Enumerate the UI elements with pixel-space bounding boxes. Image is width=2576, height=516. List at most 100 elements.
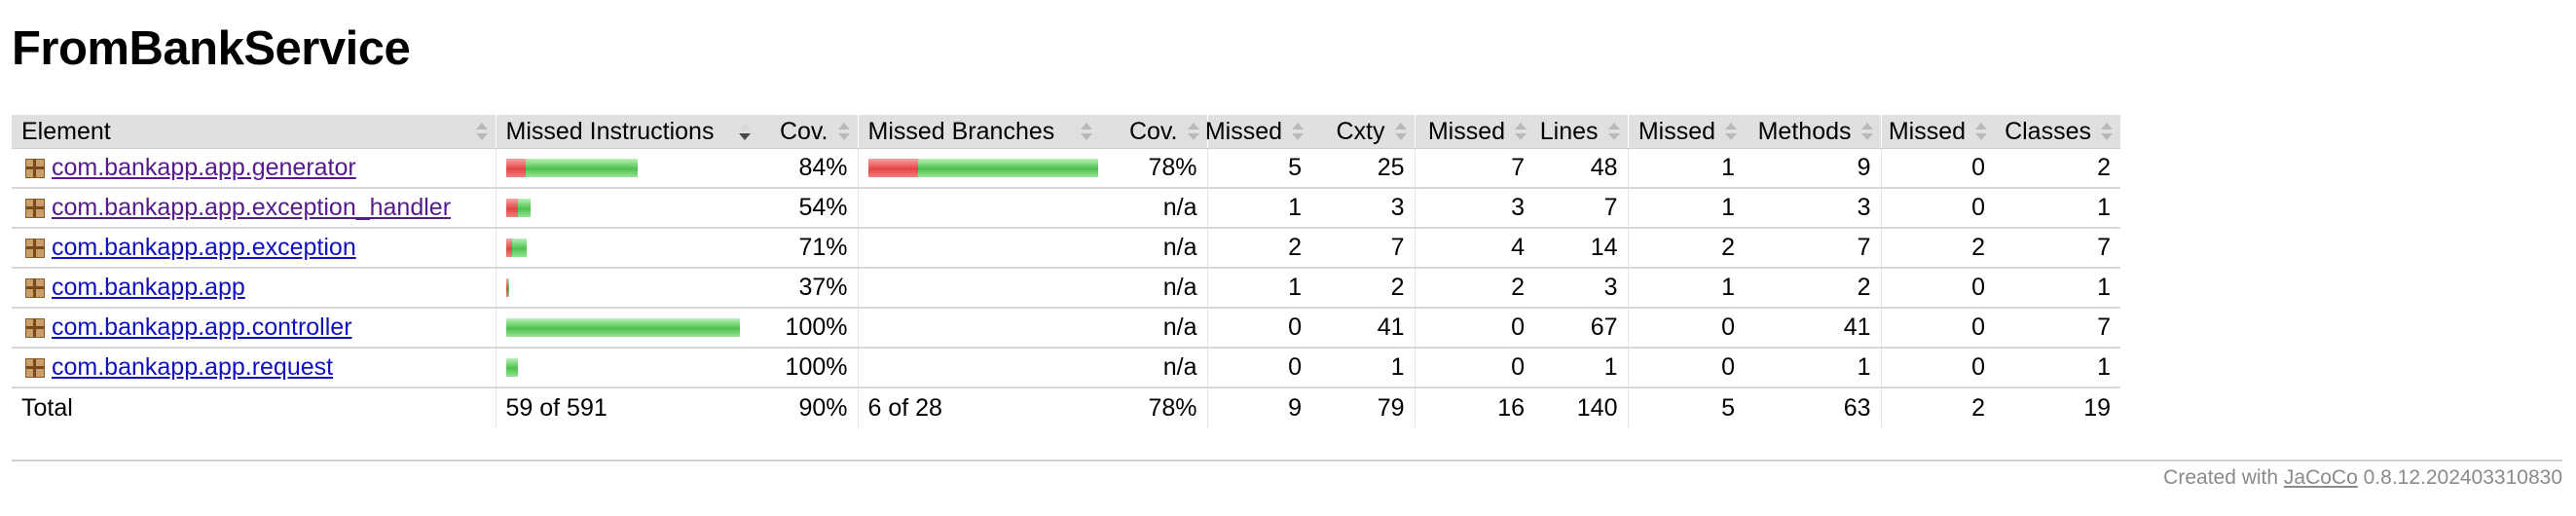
methods: 3 bbox=[1745, 188, 1881, 229]
sort-icon bbox=[475, 123, 488, 142]
table-row: com.bankapp.app.exception 71% n/a 2 7 4 14 2 7 2 7 bbox=[12, 228, 2120, 269]
missed-complexity: 2 bbox=[1206, 228, 1311, 269]
header-missed-methods[interactable]: Missed bbox=[1627, 115, 1745, 149]
lines: 14 bbox=[1534, 228, 1628, 269]
package-link[interactable]: com.bankapp.app bbox=[52, 274, 245, 301]
instructions-coverage: 84% bbox=[758, 148, 858, 189]
element-cell: com.bankapp.app.generator bbox=[12, 148, 496, 189]
total-missed-methods: 5 bbox=[1627, 387, 1745, 427]
sort-icon bbox=[1860, 123, 1873, 142]
package-link[interactable]: com.bankapp.app.request bbox=[52, 353, 334, 381]
header-missed-lines[interactable]: Missed bbox=[1414, 115, 1534, 149]
header-methods[interactable]: Methods bbox=[1745, 115, 1881, 149]
total-missed-complexity: 9 bbox=[1206, 387, 1311, 427]
package-link[interactable]: com.bankapp.app.controller bbox=[52, 313, 352, 341]
footer-prefix: Created with bbox=[2163, 466, 2279, 489]
missed-methods: 1 bbox=[1627, 188, 1745, 229]
instructions-bar-cell bbox=[495, 268, 758, 309]
jacoco-link[interactable]: JaCoCo bbox=[2283, 466, 2358, 489]
package-link[interactable]: com.bankapp.app.exception bbox=[52, 234, 356, 261]
header-lines[interactable]: Lines bbox=[1534, 115, 1628, 149]
table-row: com.bankapp.app.controller 100% n/a 0 41 0 67 0… bbox=[12, 308, 2120, 349]
methods: 7 bbox=[1745, 228, 1881, 269]
package-link[interactable]: com.bankapp.app.generator bbox=[52, 154, 356, 181]
instructions-coverage: 100% bbox=[758, 348, 858, 388]
methods: 41 bbox=[1745, 308, 1881, 349]
sort-descending-icon bbox=[739, 123, 751, 142]
branches-bar-cell bbox=[857, 268, 1100, 309]
methods: 1 bbox=[1745, 348, 1881, 388]
branches-bar-cell bbox=[857, 188, 1100, 229]
missed-lines: 0 bbox=[1414, 308, 1534, 349]
package-icon bbox=[25, 159, 45, 178]
instructions-bar-cell bbox=[495, 308, 758, 349]
complexity: 1 bbox=[1311, 348, 1415, 388]
methods: 2 bbox=[1745, 268, 1881, 309]
missed-methods: 2 bbox=[1627, 228, 1745, 269]
total-missed-branches: 6 of 28 bbox=[857, 387, 1100, 427]
complexity: 25 bbox=[1311, 148, 1415, 189]
branches-coverage-bar bbox=[867, 159, 1098, 177]
package-icon bbox=[25, 318, 45, 338]
covered-bar-segment bbox=[517, 199, 531, 217]
missed-complexity: 0 bbox=[1206, 308, 1311, 349]
missed-complexity: 1 bbox=[1206, 188, 1311, 229]
covered-bar-segment bbox=[525, 159, 638, 177]
header-classes[interactable]: Classes bbox=[1995, 115, 2120, 149]
methods: 9 bbox=[1745, 148, 1881, 189]
element-cell: com.bankapp.app.exception_handler bbox=[12, 188, 496, 229]
missed-bar-segment bbox=[505, 199, 518, 217]
sort-icon bbox=[1725, 123, 1737, 142]
missed-lines: 3 bbox=[1414, 188, 1534, 229]
header-missed-instructions[interactable]: Missed Instructions bbox=[495, 115, 758, 149]
instructions-coverage-bar bbox=[505, 159, 750, 177]
header-branches-coverage[interactable]: Cov. bbox=[1100, 115, 1207, 149]
covered-bar-segment bbox=[507, 278, 509, 297]
table-body: com.bankapp.app.generator 84% 78% 5 25 7 48 1 9 0… bbox=[12, 148, 2120, 388]
instructions-coverage: 100% bbox=[758, 308, 858, 349]
instructions-bar-cell bbox=[495, 228, 758, 269]
total-missed-classes: 2 bbox=[1880, 387, 1995, 427]
total-row: Total 59 of 591 90% 6 of 28 78% 9 79 16 … bbox=[12, 387, 2120, 427]
instructions-bar-cell bbox=[495, 348, 758, 388]
covered-bar-segment bbox=[917, 159, 1098, 177]
instructions-bar-cell bbox=[495, 188, 758, 229]
element-cell: com.bankapp.app.request bbox=[12, 348, 496, 388]
branches-bar-cell bbox=[857, 308, 1100, 349]
branches-coverage: n/a bbox=[1100, 348, 1207, 388]
header-instructions-coverage[interactable]: Cov. bbox=[758, 115, 858, 149]
missed-classes: 0 bbox=[1880, 188, 1995, 229]
header-missed-branches[interactable]: Missed Branches bbox=[857, 115, 1100, 149]
footer-divider bbox=[12, 460, 2562, 461]
branches-coverage: n/a bbox=[1100, 308, 1207, 349]
header-element[interactable]: Element bbox=[12, 115, 496, 149]
branches-coverage: n/a bbox=[1100, 188, 1207, 229]
page-title: FromBankService bbox=[12, 22, 411, 75]
element-cell: com.bankapp.app.exception bbox=[12, 228, 496, 269]
header-complexity[interactable]: Cxty bbox=[1311, 115, 1415, 149]
total-classes: 19 bbox=[2083, 393, 2111, 422]
instructions-bar-cell bbox=[495, 148, 758, 189]
missed-lines: 0 bbox=[1414, 348, 1534, 388]
instructions-coverage-bar bbox=[505, 199, 750, 217]
table-row: com.bankapp.app.exception_handler 54% n/a 1… bbox=[12, 188, 2120, 229]
lines: 1 bbox=[1534, 348, 1628, 388]
table-row: com.bankapp.app.generator 84% 78% 5 25 7 48 1 9 0… bbox=[12, 148, 2120, 189]
missed-bar-segment bbox=[505, 159, 526, 177]
complexity: 7 bbox=[1311, 228, 1415, 269]
table-footer: Total 59 of 591 90% 6 of 28 78% 9 79 16 … bbox=[12, 387, 2120, 427]
table-row: com.bankapp.app.request 100% n/a 0 1 0 1 0 1 0 1 bbox=[12, 348, 2120, 388]
header-missed-classes[interactable]: Missed bbox=[1880, 115, 1995, 149]
footer: Created with JaCoCo 0.8.12.202403310830 bbox=[2163, 466, 2562, 490]
element-cell: com.bankapp.app.controller bbox=[12, 308, 496, 349]
package-link[interactable]: com.bankapp.app.exception_handler bbox=[52, 194, 452, 221]
branches-bar-cell bbox=[857, 348, 1100, 388]
branches-coverage: 78% bbox=[1100, 148, 1207, 189]
sort-icon bbox=[1292, 123, 1304, 142]
package-icon bbox=[25, 199, 45, 218]
missed-methods: 0 bbox=[1627, 308, 1745, 349]
sort-icon bbox=[1607, 123, 1620, 142]
instructions-coverage: 54% bbox=[758, 188, 858, 229]
total-missed-lines: 16 bbox=[1414, 387, 1534, 427]
header-missed-complexity[interactable]: Missed bbox=[1205, 115, 1311, 149]
